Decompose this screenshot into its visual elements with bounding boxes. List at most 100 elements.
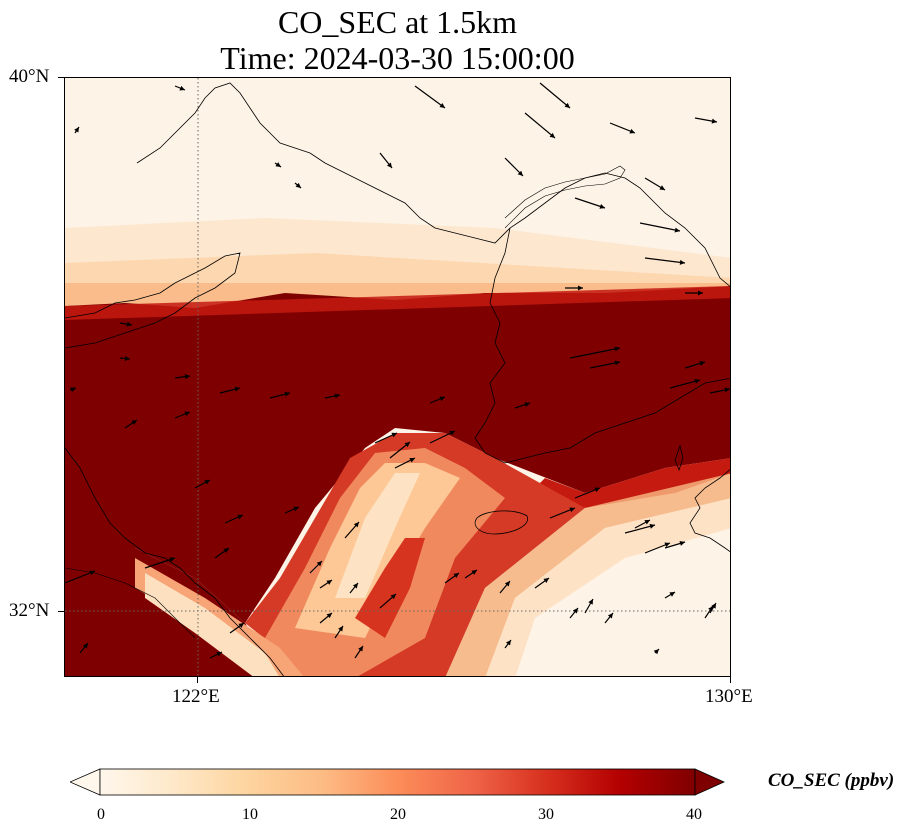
wind-vector-head xyxy=(352,583,358,589)
wind-vector-head xyxy=(614,360,620,366)
coastlines xyxy=(65,82,730,676)
wind-vector-head xyxy=(169,557,175,562)
wind-vector-head xyxy=(184,374,190,380)
wind-vector-head xyxy=(223,548,229,553)
colorbar-tick-20: 20 xyxy=(390,806,406,823)
wind-vector-head xyxy=(607,613,613,619)
wind-vector-head xyxy=(82,643,88,649)
wind-vector-head xyxy=(391,432,397,438)
wind-vector xyxy=(65,570,96,584)
wind-vector-head xyxy=(569,507,575,513)
wind-vector-head xyxy=(649,523,655,529)
wind-vector xyxy=(644,257,686,264)
wind-vector-head xyxy=(439,103,445,108)
wind-vector-head xyxy=(679,541,685,546)
wind-vector-head xyxy=(674,227,680,233)
wind-vector xyxy=(574,197,606,209)
wind-vector-head xyxy=(543,578,549,583)
colorbar-extend-min xyxy=(68,768,101,796)
wind-vector-head xyxy=(179,85,185,91)
wind-vector-head xyxy=(644,520,650,525)
wind-vector-head xyxy=(599,204,605,209)
wind-vector-head xyxy=(449,430,455,436)
wind-vector-head xyxy=(284,391,290,397)
wind-vector-head xyxy=(70,387,76,392)
wind-vector-head xyxy=(669,592,675,597)
wind-vector xyxy=(539,82,571,109)
wind-vector-head xyxy=(326,613,332,619)
wind-vector-head xyxy=(506,640,511,646)
colorbar-tick-0: 0 xyxy=(97,806,105,823)
wind-vector-head xyxy=(664,542,670,548)
wind-vector-head xyxy=(295,182,301,188)
wind-vector xyxy=(569,347,621,359)
wind-vector-head xyxy=(471,570,477,575)
wind-vector xyxy=(624,524,656,534)
wind-vector-head xyxy=(711,118,717,124)
wind-vector-head xyxy=(572,608,578,614)
wind-vector-head xyxy=(353,522,359,528)
wind-vector-head xyxy=(358,646,363,652)
wind-vector-head xyxy=(338,626,343,632)
wind-vector-head xyxy=(453,573,459,578)
wind-vector-head xyxy=(724,387,730,393)
lon-tick-mark-122 xyxy=(197,677,198,683)
wind-vector xyxy=(589,361,621,369)
lat-tick-mark-40 xyxy=(58,77,64,78)
wind-vector-head xyxy=(564,102,570,108)
wind-vector-head xyxy=(439,396,445,402)
plot-title: CO_SEC at 1.5km xyxy=(277,4,518,40)
colorbar-extend-max xyxy=(694,768,725,796)
lon-tick-mark-130 xyxy=(730,677,731,683)
wind-vector-head xyxy=(679,259,685,265)
wind-vector-head xyxy=(386,162,392,168)
map-canvas xyxy=(65,78,730,676)
field-high-band xyxy=(65,286,730,623)
wind-vector-head xyxy=(549,132,555,138)
wind-vector-head xyxy=(237,514,243,520)
lat-tick-label-32: 32°N xyxy=(9,600,50,621)
wind-vector-head xyxy=(74,127,79,133)
wind-vector-head xyxy=(234,386,240,392)
wind-vector-head xyxy=(711,603,716,609)
wind-vector-head xyxy=(504,581,510,587)
wind-vector xyxy=(639,222,681,232)
colorbar-tick-30: 30 xyxy=(538,806,554,823)
wind-vector xyxy=(669,379,701,389)
wind-vector-head xyxy=(629,128,635,134)
wind-vector-head xyxy=(578,285,583,291)
map-panel xyxy=(64,77,731,677)
wind-vector-head xyxy=(293,506,299,512)
wind-vector-head xyxy=(404,442,410,448)
wind-vector xyxy=(524,112,556,139)
wind-vector-head xyxy=(390,594,396,600)
wind-vector-head xyxy=(238,623,244,628)
wind-vector-head xyxy=(699,361,705,366)
wind-vector-head xyxy=(275,162,281,167)
field-plume-core xyxy=(355,538,425,638)
colorbar xyxy=(68,768,725,796)
wind-vector-head xyxy=(89,570,95,576)
wind-vectors xyxy=(65,82,730,659)
wind-vector-head xyxy=(409,458,415,463)
lon-tick-label-130: 130°E xyxy=(705,686,753,707)
lat-tick-label-40: 40°N xyxy=(9,66,50,87)
wind-vector-head xyxy=(594,487,600,493)
colorbar-gradient xyxy=(99,768,696,796)
wind-vector-head xyxy=(653,649,659,655)
wind-vector xyxy=(414,85,446,109)
colorbar-label: CO_SEC (ppbv) xyxy=(768,770,895,791)
wind-vector-head xyxy=(334,393,340,399)
wind-vector-head xyxy=(216,652,222,657)
wind-vector-head xyxy=(326,580,332,585)
wind-vector-head xyxy=(184,411,190,417)
colorbar-tick-40: 40 xyxy=(686,806,702,823)
wind-vector-head xyxy=(124,356,130,361)
wind-vector-head xyxy=(614,346,620,352)
lat-tick-mark-32 xyxy=(58,611,64,612)
lon-tick-label-122: 122°E xyxy=(172,686,220,707)
wind-vector-head xyxy=(131,420,137,425)
wind-vector-head xyxy=(588,599,593,605)
wind-vector-head xyxy=(524,402,530,407)
wind-vector-head xyxy=(659,185,665,190)
